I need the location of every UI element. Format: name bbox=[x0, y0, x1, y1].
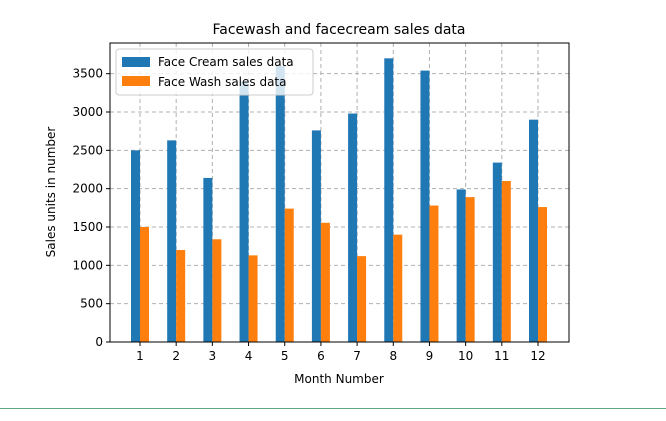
legend: Face Cream sales data Face Wash sales da… bbox=[115, 48, 314, 96]
bar-face-cream bbox=[167, 140, 177, 342]
bar-face-wash bbox=[538, 207, 547, 342]
x-tick-label: 3 bbox=[209, 349, 217, 363]
legend-box bbox=[115, 48, 314, 96]
legend-swatch-face-wash bbox=[122, 76, 150, 86]
bar-face-cream bbox=[456, 189, 466, 342]
legend-label-face-cream: Face Cream sales data bbox=[158, 55, 294, 69]
y-tick-label: 3500 bbox=[72, 67, 103, 81]
x-tick-label: 9 bbox=[426, 349, 434, 363]
bar-face-cream bbox=[239, 81, 249, 342]
bar-face-wash bbox=[429, 205, 439, 342]
bar-layer bbox=[131, 58, 547, 343]
bar-face-wash bbox=[212, 239, 222, 342]
x-tick-label: 10 bbox=[458, 349, 473, 363]
y-tick-label: 0 bbox=[95, 335, 103, 349]
bar-face-wash bbox=[140, 227, 149, 342]
x-axis-label: Month Number bbox=[294, 372, 384, 386]
y-tick-label: 500 bbox=[80, 297, 103, 311]
bar-face-wash bbox=[248, 255, 258, 342]
bar-face-cream bbox=[275, 66, 285, 342]
x-tick-label: 4 bbox=[245, 349, 253, 363]
bar-face-wash bbox=[393, 234, 403, 342]
x-tick-label: 8 bbox=[389, 349, 397, 363]
bar-face-wash bbox=[357, 256, 367, 342]
bar-face-cream bbox=[384, 58, 394, 342]
bar-face-wash bbox=[176, 250, 186, 342]
bar-face-cream bbox=[203, 177, 213, 342]
y-tick-label: 2000 bbox=[72, 182, 103, 196]
legend-swatch-face-cream bbox=[122, 57, 150, 67]
plot-frame bbox=[109, 42, 570, 343]
legend-label-face-wash: Face Wash sales data bbox=[158, 75, 287, 89]
x-tick-label: 2 bbox=[172, 349, 180, 363]
x-tick-label: 1 bbox=[136, 349, 144, 363]
x-tick-label: 11 bbox=[494, 349, 509, 363]
y-tick-label: 1000 bbox=[72, 258, 103, 272]
bar-face-cream bbox=[348, 113, 358, 343]
y-tick-label: 1500 bbox=[72, 220, 103, 234]
y-tick-label: 2500 bbox=[72, 143, 103, 157]
bar-face-cream bbox=[311, 130, 321, 342]
bar-face-wash bbox=[320, 222, 330, 342]
bar-face-cream bbox=[420, 70, 430, 342]
bar-face-wash bbox=[501, 181, 511, 342]
bottom-divider bbox=[0, 408, 666, 409]
y-axis-label: Sales units in number bbox=[44, 127, 58, 258]
x-tick-label: 7 bbox=[353, 349, 361, 363]
x-tick-label: 12 bbox=[530, 349, 545, 363]
y-tick-label: 3000 bbox=[72, 105, 103, 119]
bar-face-cream bbox=[529, 119, 538, 343]
bar-face-wash bbox=[284, 208, 294, 342]
x-tick-label: 5 bbox=[281, 349, 289, 363]
x-tick-label: 6 bbox=[317, 349, 325, 363]
bar-face-cream bbox=[131, 150, 140, 342]
chart-title: Facewash and facecream sales data bbox=[213, 22, 466, 38]
bar-face-wash bbox=[465, 197, 475, 342]
bar-face-cream bbox=[492, 162, 502, 342]
